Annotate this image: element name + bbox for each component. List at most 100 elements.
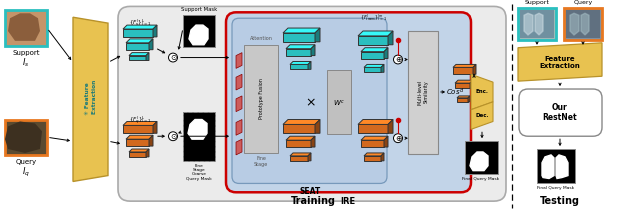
Polygon shape	[8, 13, 40, 41]
Bar	[364, 67, 381, 72]
Text: $\{F_q^l\}_{l=1}^L$: $\{F_q^l\}_{l=1}^L$	[129, 115, 151, 127]
Polygon shape	[358, 31, 393, 36]
Polygon shape	[388, 31, 393, 45]
Circle shape	[168, 53, 177, 62]
Circle shape	[394, 55, 403, 64]
Text: Fine
Stage: Fine Stage	[254, 156, 268, 167]
Text: IRE: IRE	[340, 197, 356, 206]
Text: Fine
Stage
Coarse
Query Mask: Fine Stage Coarse Query Mask	[186, 164, 212, 181]
Bar	[126, 43, 149, 50]
Text: $\times$: $\times$	[305, 96, 316, 109]
Polygon shape	[308, 61, 311, 69]
Text: Testing: Testing	[540, 196, 580, 206]
Polygon shape	[153, 25, 157, 37]
FancyBboxPatch shape	[118, 6, 506, 201]
Text: ⊙: ⊙	[170, 53, 176, 62]
Polygon shape	[455, 80, 473, 83]
Polygon shape	[290, 61, 311, 64]
Text: Support Mask: Support Mask	[181, 7, 217, 12]
Bar	[520, 10, 554, 38]
Text: ⊕: ⊕	[395, 134, 401, 143]
Bar	[358, 124, 388, 133]
Text: Feature
Extraction: Feature Extraction	[540, 56, 580, 69]
Polygon shape	[283, 120, 320, 124]
Polygon shape	[290, 153, 311, 156]
Polygon shape	[518, 43, 602, 81]
Text: Query: Query	[15, 159, 36, 165]
Text: Final Query Mask: Final Query Mask	[538, 186, 575, 190]
Bar	[126, 139, 149, 146]
FancyBboxPatch shape	[232, 18, 387, 184]
Bar	[537, 149, 575, 184]
Polygon shape	[123, 25, 157, 29]
Bar	[290, 64, 308, 69]
Polygon shape	[126, 135, 153, 139]
Bar	[361, 52, 384, 59]
Text: ✳ Feature
  Extraction: ✳ Feature Extraction	[85, 80, 97, 118]
Text: ⊙: ⊙	[170, 132, 176, 141]
Polygon shape	[123, 121, 157, 125]
Bar	[123, 29, 153, 37]
Polygon shape	[388, 120, 393, 133]
Bar	[408, 31, 438, 154]
Polygon shape	[5, 121, 42, 153]
Polygon shape	[283, 28, 320, 33]
Polygon shape	[236, 120, 242, 135]
Polygon shape	[453, 64, 476, 67]
Polygon shape	[384, 48, 388, 59]
Polygon shape	[286, 45, 315, 49]
Circle shape	[168, 132, 177, 141]
Bar	[123, 125, 153, 133]
Bar	[327, 70, 351, 134]
Circle shape	[394, 134, 403, 143]
Bar	[455, 83, 470, 88]
Bar	[465, 141, 498, 174]
Bar	[5, 10, 47, 46]
Text: Support: Support	[12, 50, 40, 56]
Polygon shape	[381, 153, 384, 161]
Polygon shape	[149, 135, 153, 146]
Text: Final Query Mask: Final Query Mask	[463, 177, 500, 181]
Text: Multi-level
Similarity: Multi-level Similarity	[418, 79, 428, 104]
Text: $\{F_{trans}^l\}_{l=1}^{lm}$: $\{F_{trans}^l\}_{l=1}^{lm}$	[360, 12, 387, 23]
Polygon shape	[189, 25, 208, 45]
Bar	[286, 49, 311, 56]
Polygon shape	[153, 121, 157, 133]
Polygon shape	[556, 155, 568, 178]
Text: Dec.: Dec.	[475, 113, 489, 118]
Text: Our
RestNet: Our RestNet	[543, 103, 577, 122]
Polygon shape	[524, 13, 533, 35]
Polygon shape	[471, 102, 493, 129]
Polygon shape	[146, 53, 149, 60]
Polygon shape	[236, 96, 242, 112]
Polygon shape	[358, 120, 393, 124]
Polygon shape	[361, 48, 388, 52]
Polygon shape	[236, 53, 242, 68]
Polygon shape	[311, 136, 315, 147]
Polygon shape	[570, 13, 579, 35]
Text: $I_q$: $I_q$	[22, 166, 30, 179]
Polygon shape	[149, 39, 153, 50]
Polygon shape	[236, 139, 242, 155]
Polygon shape	[308, 153, 311, 161]
Bar	[457, 98, 468, 102]
Text: Support: Support	[525, 0, 549, 5]
Text: $Cos^d$: $Cos^d$	[446, 86, 464, 98]
Polygon shape	[126, 39, 153, 43]
Bar	[566, 10, 600, 38]
Bar	[244, 45, 278, 153]
Text: Enc.: Enc.	[476, 89, 488, 94]
Polygon shape	[364, 153, 384, 156]
Text: $I_s$: $I_s$	[22, 57, 29, 69]
Polygon shape	[129, 149, 149, 152]
Bar	[453, 67, 473, 74]
Polygon shape	[315, 120, 320, 133]
Text: Query: Query	[573, 0, 593, 5]
Polygon shape	[236, 74, 242, 90]
Bar	[129, 152, 146, 157]
FancyBboxPatch shape	[226, 12, 471, 192]
Bar	[364, 156, 381, 161]
Polygon shape	[473, 64, 476, 74]
Polygon shape	[315, 28, 320, 42]
Bar	[518, 8, 556, 40]
